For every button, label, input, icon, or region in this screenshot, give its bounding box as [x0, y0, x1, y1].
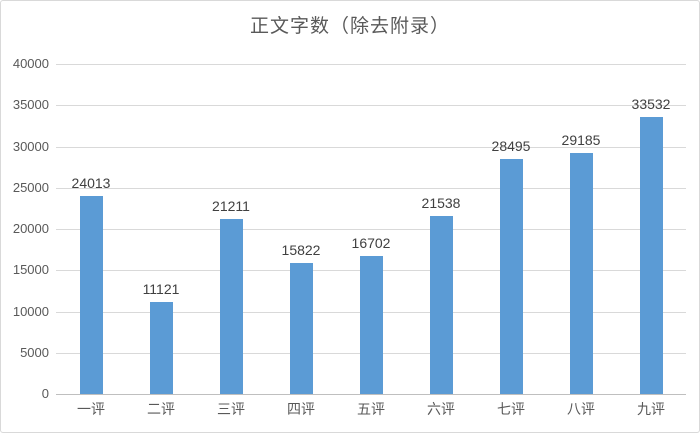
y-axis-tick-label: 30000	[12, 138, 49, 154]
bar-data-label: 29185	[561, 132, 601, 149]
y-axis-tick-label: 0	[41, 386, 49, 401]
bar-data-label: 21538	[421, 195, 461, 212]
bar	[79, 195, 103, 394]
bar-data-label: 33532	[631, 96, 671, 113]
bar-data-label: 11121	[142, 281, 180, 298]
gridline	[56, 64, 686, 65]
y-axis-tick-label: 20000	[12, 221, 49, 236]
y-axis-tick-label: 15000	[12, 262, 49, 278]
bar-data-label: 21211	[212, 198, 250, 214]
x-axis-tick-label: 二评	[147, 403, 175, 418]
bar	[429, 216, 453, 394]
x-axis-tick-label: 一评	[77, 403, 105, 418]
x-axis-tick-label: 六评	[427, 403, 455, 418]
bar	[149, 302, 173, 394]
bar	[569, 153, 593, 394]
x-axis-tick-label: 八评	[567, 403, 595, 418]
bar	[499, 158, 523, 394]
y-axis-tick-label: 35000	[12, 97, 49, 113]
bar	[289, 263, 313, 394]
gridline	[56, 146, 686, 148]
x-axis-tick-label: 三评	[217, 403, 245, 418]
y-axis-tick-label: 10000	[12, 303, 49, 319]
bar	[639, 117, 663, 394]
x-axis-tick-label: 四评	[287, 403, 315, 418]
y-axis-tick-label: 25000	[12, 179, 49, 195]
bar-data-label: 15822	[281, 242, 321, 259]
x-axis-tick-label: 五评	[357, 403, 385, 418]
bar-data-label: 16702	[351, 235, 391, 252]
bar	[219, 219, 243, 394]
gridline	[56, 105, 686, 107]
gridline	[56, 229, 686, 230]
y-axis-tick-label: 40000	[12, 56, 49, 71]
x-axis-line	[56, 394, 686, 395]
bar	[359, 256, 383, 394]
bar-data-label: 28495	[491, 137, 531, 154]
bar-data-label: 24013	[71, 174, 111, 191]
x-axis-tick-label: 七评	[497, 403, 525, 418]
chart-title: 正文字数（除去附录）	[249, 16, 450, 37]
x-axis-tick-label: 九评	[637, 403, 665, 418]
y-axis-tick-label: 5000	[20, 344, 49, 360]
gridline	[56, 187, 686, 189]
